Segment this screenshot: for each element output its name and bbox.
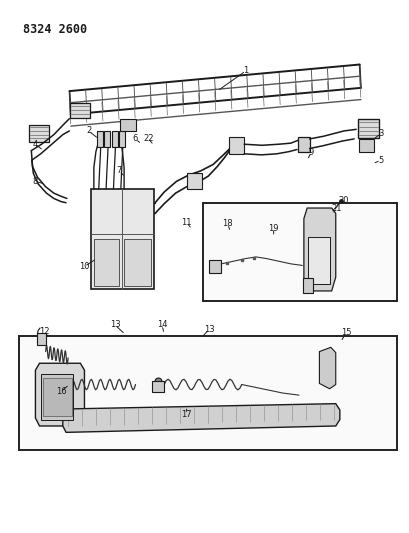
Text: 18: 18 <box>222 220 232 229</box>
Bar <box>97 131 103 147</box>
Text: 21: 21 <box>330 204 341 213</box>
Bar <box>120 119 135 131</box>
Text: 2: 2 <box>86 126 91 135</box>
Bar <box>94 239 119 286</box>
Bar <box>104 131 110 147</box>
Polygon shape <box>35 364 84 426</box>
Bar <box>186 173 202 189</box>
Bar <box>228 137 244 154</box>
Bar <box>29 125 49 142</box>
Text: 16: 16 <box>56 387 66 396</box>
Text: 8: 8 <box>33 177 38 186</box>
Bar <box>112 131 117 147</box>
Bar <box>359 139 373 152</box>
Text: 12: 12 <box>40 327 50 336</box>
Text: 11: 11 <box>181 218 191 227</box>
Bar <box>19 336 396 450</box>
Text: 4: 4 <box>33 140 38 149</box>
Bar <box>40 374 73 419</box>
Text: 7: 7 <box>116 166 121 175</box>
Text: 9: 9 <box>308 148 313 157</box>
Bar <box>302 278 312 293</box>
Polygon shape <box>303 208 335 291</box>
Bar <box>124 239 151 286</box>
Polygon shape <box>319 348 335 389</box>
Text: 10: 10 <box>79 262 90 271</box>
Text: 13: 13 <box>203 325 214 334</box>
Bar <box>202 203 396 301</box>
Bar <box>43 378 72 416</box>
Text: 6: 6 <box>133 134 138 143</box>
Bar <box>151 381 164 392</box>
Text: 17: 17 <box>181 410 191 419</box>
Text: 1: 1 <box>243 67 248 75</box>
Bar <box>209 260 221 273</box>
Text: 8324 2600: 8324 2600 <box>23 23 87 36</box>
Text: 14: 14 <box>157 320 167 329</box>
Text: 3: 3 <box>377 129 382 138</box>
Bar <box>36 334 45 345</box>
Text: 13: 13 <box>110 320 120 329</box>
Bar <box>70 103 90 118</box>
Bar <box>119 131 125 147</box>
Text: 15: 15 <box>340 328 351 337</box>
Text: 22: 22 <box>143 134 153 143</box>
Bar <box>297 137 309 152</box>
Text: 20: 20 <box>338 196 348 205</box>
Polygon shape <box>63 403 339 432</box>
Text: 19: 19 <box>268 224 278 233</box>
Bar <box>357 119 378 138</box>
Bar <box>307 237 330 284</box>
Bar <box>90 189 153 289</box>
Text: 5: 5 <box>377 156 382 165</box>
